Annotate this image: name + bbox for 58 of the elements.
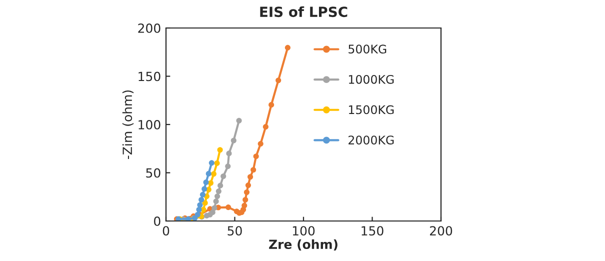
y-tick-label: 0 bbox=[154, 216, 160, 226]
point bbox=[248, 174, 254, 180]
legend-label: 500KG bbox=[348, 44, 386, 54]
point bbox=[213, 198, 219, 204]
point bbox=[218, 182, 224, 188]
point bbox=[214, 160, 220, 166]
point bbox=[214, 194, 220, 200]
point bbox=[210, 210, 216, 216]
point bbox=[250, 167, 256, 173]
point bbox=[203, 180, 209, 186]
y-tick-label: 150 bbox=[138, 72, 160, 82]
point bbox=[244, 189, 250, 196]
point bbox=[245, 182, 252, 188]
x-axis-title: Zre (ohm) bbox=[269, 239, 338, 250]
x-tick-label: 50 bbox=[228, 226, 242, 236]
point bbox=[202, 186, 208, 192]
point bbox=[198, 196, 204, 203]
y-tick-label: 50 bbox=[146, 168, 160, 178]
point bbox=[230, 138, 236, 144]
x-tick-label: 0 bbox=[162, 226, 170, 236]
y-tick-label: 200 bbox=[138, 23, 160, 33]
y-tick-label: 100 bbox=[138, 120, 160, 130]
point bbox=[206, 170, 212, 176]
point bbox=[204, 194, 210, 200]
x-tick-label: 200 bbox=[430, 226, 452, 236]
point bbox=[196, 206, 202, 212]
point bbox=[202, 200, 208, 206]
point bbox=[236, 118, 242, 124]
point bbox=[208, 180, 214, 186]
point bbox=[216, 188, 222, 194]
x-tick-label: 100 bbox=[292, 226, 315, 236]
point bbox=[194, 212, 200, 218]
chart-title: EIS of LPSC bbox=[260, 6, 348, 18]
point bbox=[212, 205, 218, 211]
point bbox=[242, 202, 248, 208]
point bbox=[200, 206, 206, 212]
point bbox=[242, 196, 248, 203]
legend-label: 1000KG bbox=[348, 74, 394, 84]
legend-label: 2000KG bbox=[348, 136, 394, 144]
legend-label: 1500KG bbox=[348, 105, 394, 114]
point bbox=[226, 204, 232, 210]
point bbox=[276, 78, 282, 84]
x-tick-label: 150 bbox=[362, 226, 384, 236]
point bbox=[284, 44, 290, 50]
point bbox=[226, 150, 232, 156]
point bbox=[225, 164, 231, 170]
point bbox=[200, 192, 206, 198]
point bbox=[258, 141, 264, 147]
point bbox=[210, 171, 216, 177]
point bbox=[197, 202, 203, 208]
point bbox=[262, 124, 268, 130]
y-axis-title: -Zim (ohm) bbox=[122, 90, 134, 159]
point bbox=[253, 154, 259, 160]
point bbox=[208, 160, 214, 166]
point bbox=[268, 102, 274, 108]
point bbox=[220, 173, 226, 179]
point bbox=[217, 147, 223, 153]
point bbox=[185, 216, 192, 221]
